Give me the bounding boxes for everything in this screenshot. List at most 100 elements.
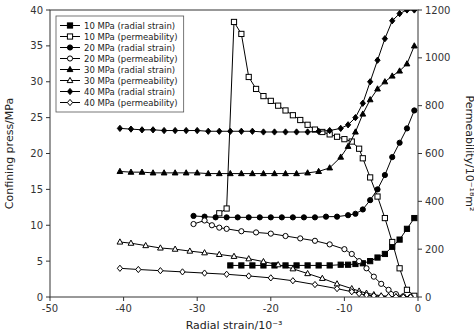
point [117,125,122,131]
point [275,262,281,267]
y2-tick [418,249,422,250]
x-tick [123,297,124,301]
point [408,294,413,297]
point [393,294,398,297]
y2-tick-label: 1000 [425,52,450,63]
point [345,213,350,218]
y2-tick-label: 1200 [425,5,450,16]
point [272,129,277,135]
point [305,170,311,175]
y-tick [46,261,50,262]
point [382,36,387,42]
point [246,74,251,79]
point [161,170,167,175]
point [143,242,149,247]
point [397,10,402,16]
point [301,215,306,220]
point [316,128,321,134]
x-tick [270,297,271,301]
point [382,251,387,256]
x-tick [197,297,198,301]
legend-marker [67,66,73,71]
point [342,247,347,252]
series [117,239,413,297]
point [371,274,376,279]
point [253,86,258,91]
point [261,94,266,99]
point [180,269,185,275]
point [316,263,321,268]
y-tick-label: 40 [30,5,43,16]
y-tick-label: 0 [37,292,43,303]
point [367,97,373,102]
point [191,221,196,226]
point [209,223,214,228]
point [345,262,350,267]
y-tick [46,297,50,298]
point [371,293,376,297]
series-line [194,220,411,297]
y-tick-label: 5 [37,256,43,267]
point [357,291,362,297]
y-tick-label: 30 [30,76,43,87]
point [184,127,189,133]
point [261,129,266,135]
point [224,206,229,211]
y-tick [46,225,50,226]
point [411,43,417,48]
point [338,262,343,267]
point [150,127,155,133]
point [327,242,332,247]
point [250,128,255,134]
y2-tick [418,10,422,11]
point [412,10,417,13]
legend-box [56,16,184,112]
point [305,129,310,135]
point [216,170,222,175]
point [294,129,299,135]
point [375,57,380,63]
point [294,263,299,268]
plot-frame [50,10,418,297]
point [404,126,409,131]
point [345,143,351,148]
x-tick-label: -40 [115,303,131,314]
point [386,293,391,297]
point [353,129,359,134]
point [327,263,332,268]
point [390,154,395,159]
point [283,170,289,175]
point [305,263,310,268]
point [379,293,384,297]
point [312,281,317,287]
point [261,258,267,263]
point [191,213,196,218]
point [228,128,233,134]
point [375,187,380,192]
point [206,128,211,134]
point [368,259,373,264]
series [117,265,413,297]
point [246,256,252,261]
series-line [120,242,411,297]
point [239,229,244,234]
series [191,108,417,220]
point [205,170,211,175]
point [279,215,284,220]
point [158,268,163,274]
point [349,251,354,256]
point [327,127,332,133]
point [290,278,295,284]
y-tick [46,189,50,190]
point [117,265,122,271]
y2-tick-label: 600 [425,148,444,159]
x-tick-label: 0 [415,303,421,314]
point [268,215,273,220]
legend-label: 20 MPa (radial strain) [84,43,175,53]
point [217,128,222,134]
point [389,73,395,78]
point [312,238,317,243]
point [173,127,178,133]
x-tick-label: -10 [336,303,352,314]
point [298,236,303,241]
